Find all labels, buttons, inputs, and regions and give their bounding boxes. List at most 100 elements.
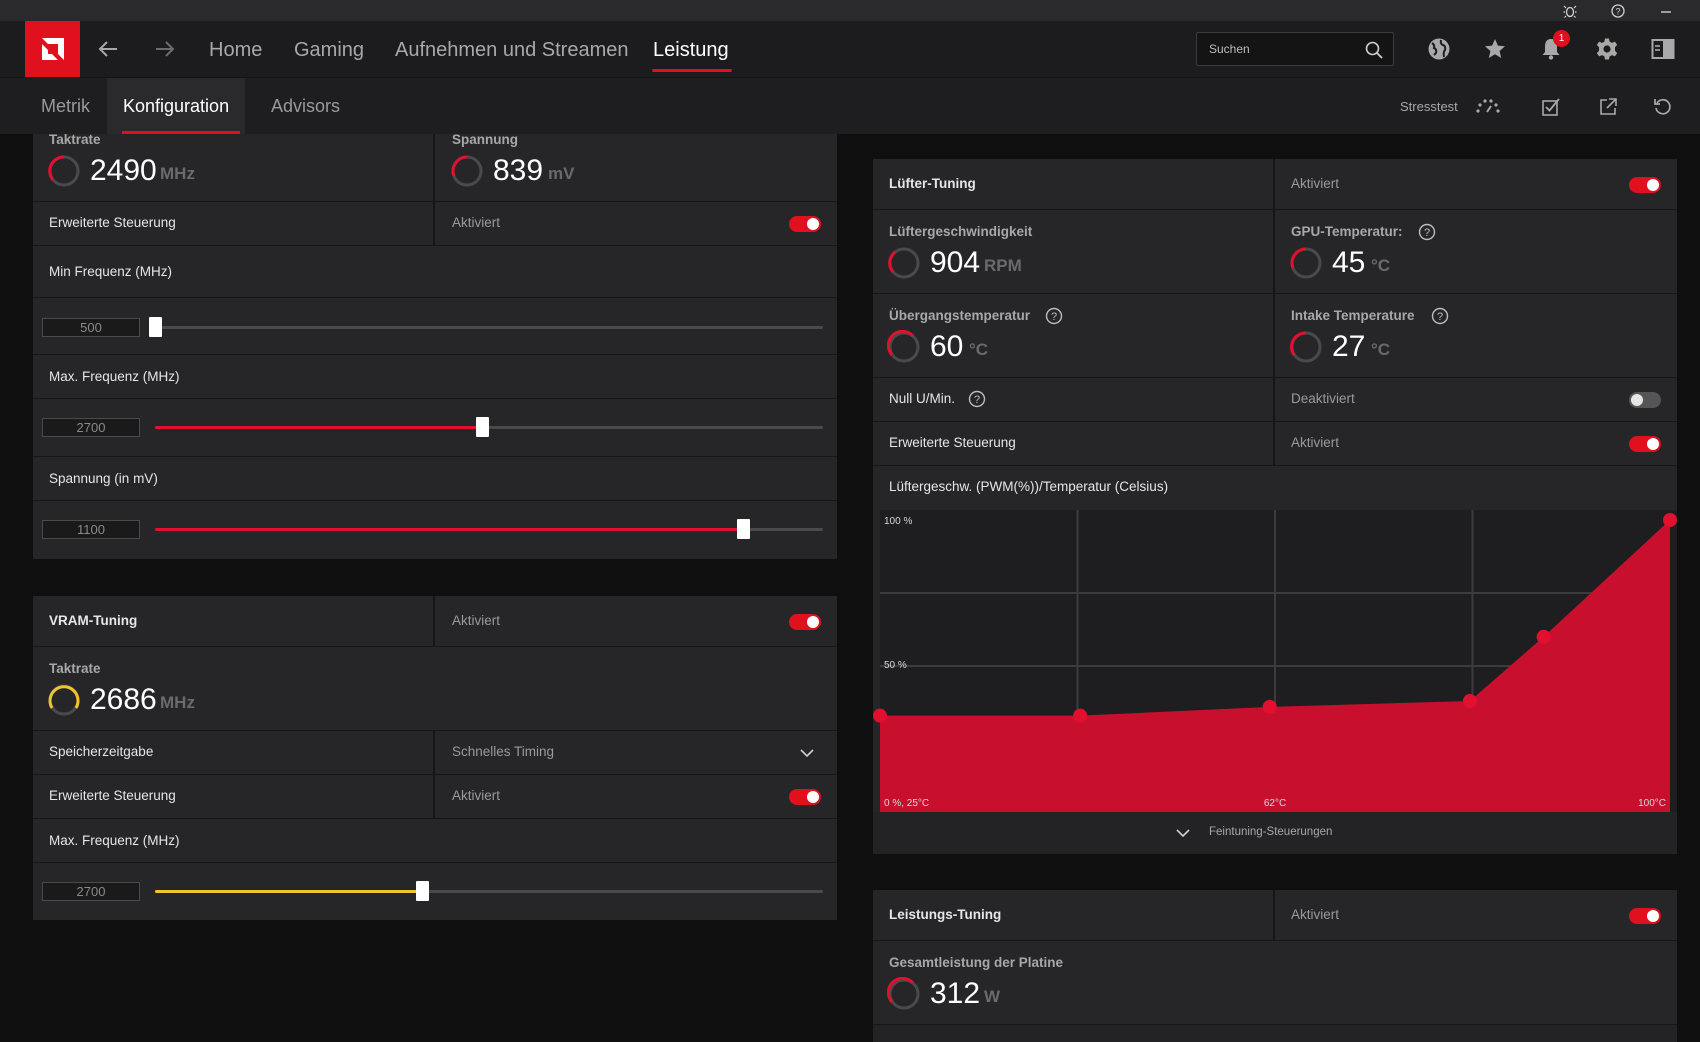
min-freq-slider[interactable] [149, 317, 823, 337]
reset-icon[interactable] [1648, 92, 1678, 122]
power-toggle[interactable] [1629, 908, 1661, 924]
chevron-down-icon[interactable] [1175, 825, 1191, 841]
nav-recording-streaming[interactable]: Aufnehmen und Streamen [395, 39, 629, 61]
min-freq-label-row: Min Frequenz (MHz) [33, 246, 837, 298]
intake-temp-value: 27 [1332, 330, 1366, 363]
gpu-clock-value: 2490 [90, 154, 157, 187]
vram-max-freq-label-row: Max. Frequenz (MHz) [33, 819, 837, 863]
tab-advisors[interactable]: Advisors [271, 96, 341, 116]
back-arrow-icon[interactable] [90, 31, 126, 67]
board-power-row: Gesamtleistung der Platine 312 W [873, 941, 1677, 1025]
intake-temp-gauge-icon [1290, 331, 1322, 363]
zero-rpm-label: Null U/Min. [889, 391, 956, 406]
help-icon[interactable]: ? [1606, 0, 1630, 21]
vram-advanced-toggle[interactable] [789, 789, 821, 805]
fine-tune-row[interactable]: Feintuning-Steuerungen [873, 812, 1677, 854]
intake-temp-unit: °C [1371, 340, 1391, 359]
stresstest-label[interactable]: Stresstest [1400, 99, 1458, 114]
nav-home[interactable]: Home [209, 39, 263, 61]
vram-max-freq-slider-row: 2700 [33, 863, 837, 920]
power-header-row: Leistungs-Tuning Aktiviert [873, 890, 1677, 941]
globe-icon[interactable] [1423, 33, 1455, 65]
export-icon[interactable] [1593, 92, 1623, 122]
vram-clock-row: Taktrate 2686 MHz [33, 647, 837, 731]
nav-performance[interactable]: Leistung [653, 39, 729, 61]
min-freq-slider-thumb[interactable] [149, 317, 162, 337]
intake-temp-help-icon[interactable]: ? [1431, 307, 1449, 325]
vram-max-freq-slider[interactable] [155, 881, 823, 901]
junction-temp-help-icon[interactable]: ? [1045, 307, 1063, 325]
fan-curve-point[interactable] [1262, 699, 1277, 714]
svg-text:?: ? [1424, 227, 1430, 239]
voltage-slider-row: 1100 [33, 501, 837, 559]
power-state: Aktiviert [1291, 907, 1340, 922]
search-input[interactable] [1209, 33, 1359, 65]
min-freq-label: Min Frequenz (MHz) [49, 264, 173, 279]
vram-advanced-state: Aktiviert [452, 788, 501, 803]
gpu-temp-value: 45 [1332, 246, 1366, 279]
tab-configuration[interactable]: Konfiguration [107, 78, 246, 135]
fan-curve-point[interactable] [1073, 708, 1088, 723]
fan-speed-unit: RPM [984, 256, 1022, 275]
fan-curve-point[interactable] [1663, 513, 1677, 527]
gpu-voltage-label: Spannung [452, 132, 518, 147]
svg-text:?: ? [1437, 311, 1443, 323]
vram-toggle[interactable] [789, 614, 821, 630]
zero-rpm-toggle[interactable] [1629, 392, 1661, 408]
nav-active-indicator [652, 69, 732, 72]
forward-arrow-icon[interactable] [147, 31, 183, 67]
power-tuning-panel: Leistungs-Tuning Aktiviert Gesamtleistun… [873, 890, 1677, 1042]
gpu-advanced-toggle[interactable] [789, 216, 821, 232]
divider [433, 134, 435, 202]
fan-advanced-toggle[interactable] [1629, 436, 1661, 452]
fan-curve-point[interactable] [1462, 694, 1477, 709]
star-icon[interactable] [1479, 33, 1511, 65]
vram-max-freq-label: Max. Frequenz (MHz) [49, 833, 180, 848]
fan-advanced-row: Erweiterte Steuerung Aktiviert [873, 422, 1677, 466]
fan-curve-point[interactable] [873, 708, 887, 723]
vram-max-freq-input[interactable]: 2700 [42, 882, 140, 901]
divider [1273, 422, 1275, 466]
gpu-tuning-panel: Taktrate 2490 MHz Spannung 839 mV Erweit… [33, 132, 837, 559]
fine-tune-label[interactable]: Feintuning-Steuerungen [1209, 826, 1333, 838]
fan-toggle[interactable] [1629, 177, 1661, 193]
gpu-temp-unit: °C [1371, 256, 1391, 275]
chevron-down-icon[interactable] [799, 745, 815, 761]
fan-curve-chart[interactable]: 100 % 50 % 0 %, 25°C 62°C 100°C [873, 510, 1677, 812]
fan-header-row: Lüfter-Tuning Aktiviert [873, 159, 1677, 210]
bug-report-icon[interactable] [1558, 0, 1582, 21]
apply-changes-icon[interactable] [1536, 92, 1566, 122]
max-freq-slider-thumb[interactable] [476, 417, 489, 437]
max-freq-slider[interactable] [155, 417, 823, 437]
nav-gaming[interactable]: Gaming [294, 39, 365, 61]
gpu-temp-help-icon[interactable]: ? [1418, 223, 1436, 241]
voltage-input[interactable]: 1100 [42, 520, 140, 539]
voltage-label-row: Spannung (in mV) [33, 457, 837, 501]
fan-title: Lüfter-Tuning [889, 176, 976, 191]
gear-icon[interactable] [1591, 33, 1623, 65]
fan-curve-chart-container: 100 % 50 % 0 %, 25°C 62°C 100°C [873, 510, 1677, 812]
tab-metrics[interactable]: Metrik [41, 96, 90, 116]
minimize-icon[interactable] [1654, 0, 1678, 21]
gpu-advanced-control-row: Erweiterte Steuerung Aktiviert [33, 202, 837, 246]
vram-max-freq-slider-thumb[interactable] [416, 881, 429, 901]
sub-navigation: Metrik Konfiguration Advisors Stresstest [0, 77, 1700, 135]
min-freq-input[interactable]: 500 [42, 318, 140, 337]
amd-logo[interactable] [25, 21, 80, 77]
fan-curve-point[interactable] [1536, 629, 1551, 644]
sidebar-toggle-icon[interactable] [1647, 33, 1679, 65]
zero-rpm-help-icon[interactable]: ? [968, 390, 986, 408]
search-icon[interactable] [1365, 41, 1383, 59]
board-power-gauge-icon [887, 977, 920, 1010]
gpu-advanced-label: Erweiterte Steuerung [49, 215, 176, 230]
voltage-slider-label: Spannung (in mV) [49, 471, 158, 486]
max-freq-input[interactable]: 2700 [42, 418, 140, 437]
voltage-slider[interactable] [155, 519, 823, 539]
fan-advanced-label: Erweiterte Steuerung [889, 435, 1016, 450]
stresstest-gauge-icon[interactable] [1472, 92, 1502, 122]
voltage-slider-thumb[interactable] [737, 519, 750, 539]
fan-curve-label: Lüftergeschw. (PWM(%))/Temperatur (Celsi… [889, 479, 1169, 494]
divider [433, 596, 435, 647]
x-tick-label-min: 0 %, 25°C [884, 798, 929, 809]
memory-timing-select[interactable]: Schnelles Timing [452, 744, 555, 759]
